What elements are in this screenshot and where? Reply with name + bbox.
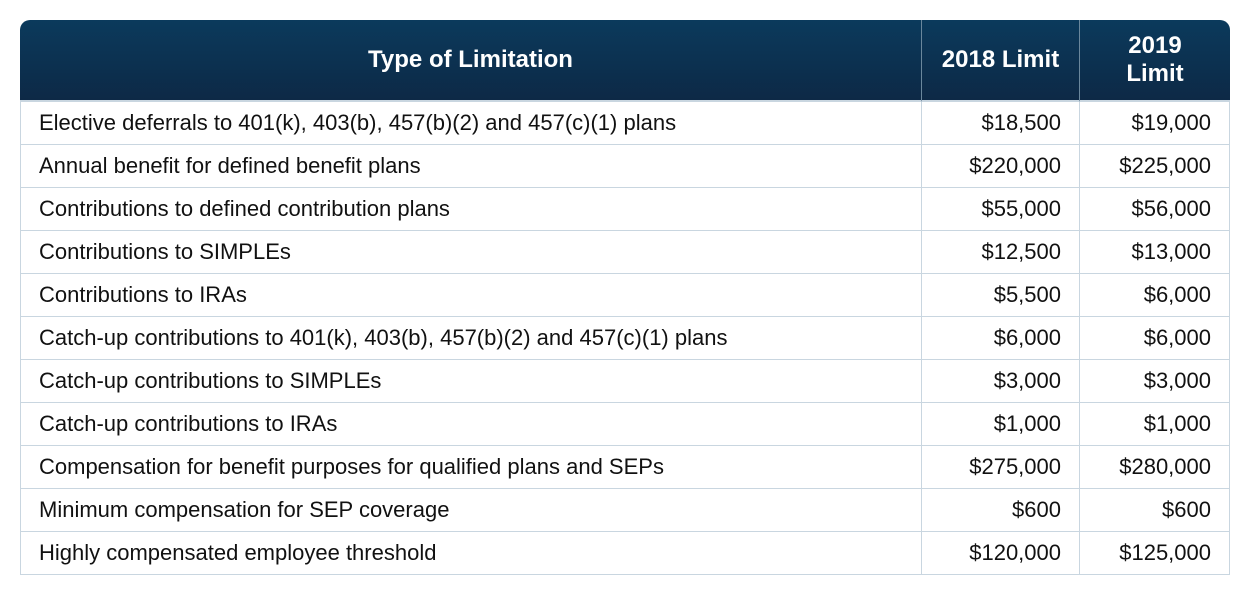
limit-2019: $6,000 (1080, 274, 1230, 317)
table-row: Catch-up contributions to 401(k), 403(b)… (20, 317, 1230, 360)
limit-2019: $3,000 (1080, 360, 1230, 403)
limit-2019: $56,000 (1080, 188, 1230, 231)
limit-2018: $600 (922, 489, 1080, 532)
limitation-label: Catch-up contributions to IRAs (20, 403, 922, 446)
limits-table-container: Type of Limitation 2018 Limit 2019 Limit… (20, 20, 1230, 575)
limit-2018: $275,000 (922, 446, 1080, 489)
limit-2019: $13,000 (1080, 231, 1230, 274)
limit-2018: $55,000 (922, 188, 1080, 231)
limitation-label: Contributions to defined contribution pl… (20, 188, 922, 231)
table-row: Catch-up contributions to IRAs $1,000 $1… (20, 403, 1230, 446)
limit-2019: $1,000 (1080, 403, 1230, 446)
limitation-label: Minimum compensation for SEP coverage (20, 489, 922, 532)
limitation-label: Compensation for benefit purposes for qu… (20, 446, 922, 489)
limit-2018: $1,000 (922, 403, 1080, 446)
limit-2019: $225,000 (1080, 145, 1230, 188)
limit-2018: $6,000 (922, 317, 1080, 360)
limit-2018: $5,500 (922, 274, 1080, 317)
limits-table: Type of Limitation 2018 Limit 2019 Limit… (20, 20, 1230, 575)
header-row: Type of Limitation 2018 Limit 2019 Limit (20, 20, 1230, 102)
table-row: Contributions to IRAs $5,500 $6,000 (20, 274, 1230, 317)
col-header-2018: 2018 Limit (922, 20, 1080, 102)
limitation-label: Elective deferrals to 401(k), 403(b), 45… (20, 102, 922, 145)
limitation-label: Highly compensated employee threshold (20, 532, 922, 575)
table-row: Catch-up contributions to SIMPLEs $3,000… (20, 360, 1230, 403)
table-row: Contributions to defined contribution pl… (20, 188, 1230, 231)
limitation-label: Annual benefit for defined benefit plans (20, 145, 922, 188)
limit-2019: $280,000 (1080, 446, 1230, 489)
limit-2018: $220,000 (922, 145, 1080, 188)
limit-2018: $3,000 (922, 360, 1080, 403)
limit-2019: $600 (1080, 489, 1230, 532)
limit-2018: $12,500 (922, 231, 1080, 274)
limitation-label: Catch-up contributions to 401(k), 403(b)… (20, 317, 922, 360)
limitation-label: Contributions to IRAs (20, 274, 922, 317)
limit-2019: $19,000 (1080, 102, 1230, 145)
table-row: Contributions to SIMPLEs $12,500 $13,000 (20, 231, 1230, 274)
col-header-2019: 2019 Limit (1080, 20, 1230, 102)
limit-2018: $120,000 (922, 532, 1080, 575)
limit-2019: $6,000 (1080, 317, 1230, 360)
table-row: Minimum compensation for SEP coverage $6… (20, 489, 1230, 532)
table-row: Annual benefit for defined benefit plans… (20, 145, 1230, 188)
col-header-type: Type of Limitation (20, 20, 922, 102)
table-row: Elective deferrals to 401(k), 403(b), 45… (20, 102, 1230, 145)
limit-2019: $125,000 (1080, 532, 1230, 575)
limitation-label: Contributions to SIMPLEs (20, 231, 922, 274)
table-row: Compensation for benefit purposes for qu… (20, 446, 1230, 489)
table-body: Elective deferrals to 401(k), 403(b), 45… (20, 102, 1230, 575)
table-row: Highly compensated employee threshold $1… (20, 532, 1230, 575)
limit-2018: $18,500 (922, 102, 1080, 145)
limitation-label: Catch-up contributions to SIMPLEs (20, 360, 922, 403)
